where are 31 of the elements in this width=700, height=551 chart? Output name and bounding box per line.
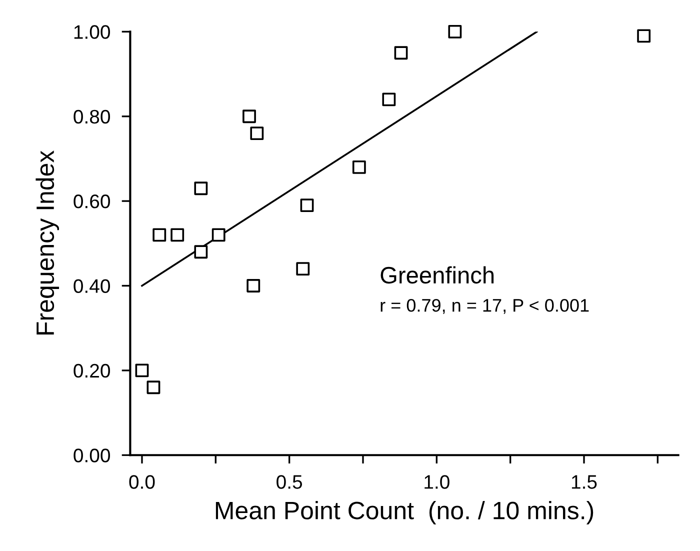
point (194, 182, 208, 196)
point (246, 279, 260, 292)
point (637, 29, 651, 43)
point (146, 380, 160, 394)
point (170, 228, 184, 242)
point (394, 46, 408, 60)
y-tick-label: 0.80 (74, 110, 110, 124)
annotation: r = 0.79, n = 17, P < 0.001 (380, 298, 589, 314)
x-tick-label: 0.5 (276, 475, 302, 489)
point (382, 92, 396, 106)
point (250, 126, 264, 140)
x-tick-label: 1.5 (572, 475, 597, 489)
point (242, 110, 256, 124)
y-tick-label: 0.60 (74, 194, 110, 208)
y-axis-title: Frequency Index (36, 150, 60, 334)
x-axis-title: Mean Point Count (no. / 10 mins.) (216, 501, 594, 524)
y-tick-label: 0.20 (74, 364, 110, 378)
point (448, 24, 462, 38)
point (135, 364, 149, 378)
y-tick-label: 0.40 (74, 279, 110, 293)
point (194, 245, 208, 259)
y-tick-label: 0.00 (74, 448, 110, 462)
x-tick-label: 0.0 (129, 475, 155, 489)
y-tick-label: 1.00 (74, 25, 110, 39)
point (296, 262, 310, 276)
point (152, 228, 166, 242)
point (300, 198, 314, 212)
x-tick-label: 1.0 (424, 475, 450, 489)
point (352, 160, 366, 174)
annotation: Greenfinch (380, 266, 494, 284)
point (212, 228, 226, 242)
